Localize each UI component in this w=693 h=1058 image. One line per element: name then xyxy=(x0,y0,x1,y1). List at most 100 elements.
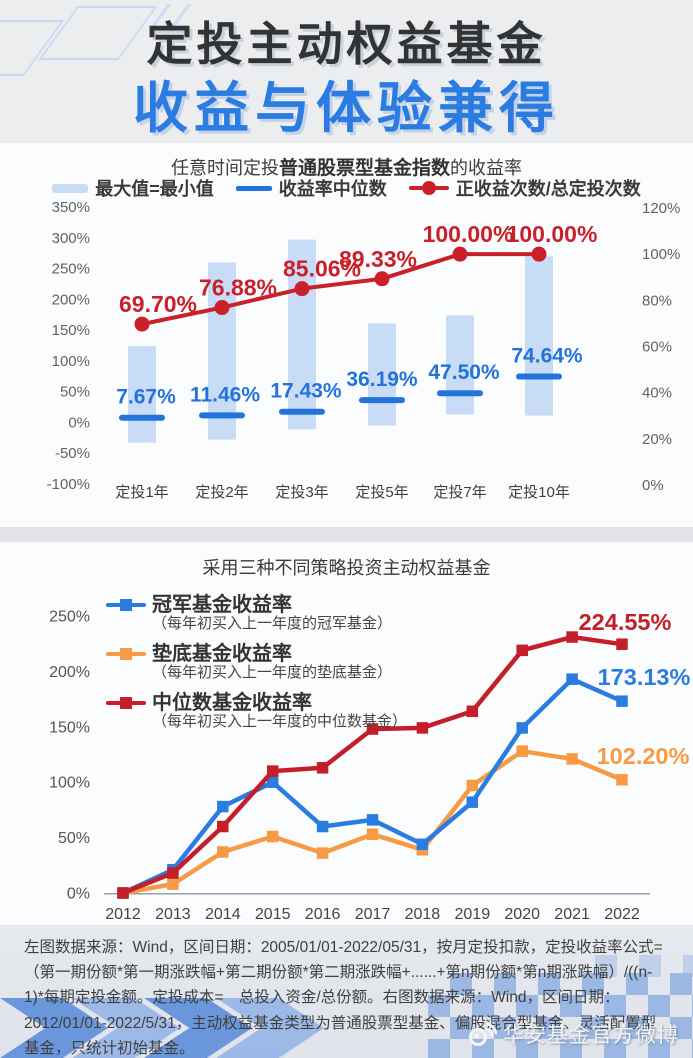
main-title-line1: 定投主动权益基金 xyxy=(146,18,547,70)
chart1-title-prefix: 任意时间定投 xyxy=(170,158,279,178)
svg-text:2014: 2014 xyxy=(205,906,241,923)
bottom-line-swatch xyxy=(106,648,146,660)
champion-line-swatch xyxy=(106,599,146,611)
svg-text:100.00%: 100.00% xyxy=(507,221,598,247)
svg-text:120%: 120% xyxy=(642,200,680,217)
svg-text:36.19%: 36.19% xyxy=(346,368,418,391)
watermark: 华安基金官方微博 xyxy=(467,1019,679,1049)
svg-text:定投1年: 定投1年 xyxy=(115,484,168,501)
svg-text:20%: 20% xyxy=(642,431,672,448)
svg-text:100%: 100% xyxy=(49,775,90,792)
chart1-title-suffix: 的收益率 xyxy=(450,158,522,178)
svg-text:100%: 100% xyxy=(642,246,680,263)
chart1-axes: 350% 300% 250% 200% 150% 100% 50% 0% -50% -100% 12… xyxy=(47,199,681,501)
svg-text:200%: 200% xyxy=(52,291,90,308)
svg-text:250%: 250% xyxy=(49,609,90,626)
card-gap xyxy=(0,527,693,542)
chart1-title: 任意时间定投普通股票型基金指数的收益率 xyxy=(0,143,693,179)
svg-text:定投3年: 定投3年 xyxy=(275,484,328,501)
svg-text:150%: 150% xyxy=(49,719,90,736)
chart2-legend: 冠军基金收益率 （每年初买入上一年度的冠军基金） 垫底基金收益率 （每年初买入上… xyxy=(106,594,407,741)
data-source-disclaimer: 左图数据来源：Wind，区间日期：2005/01/01-2022/05/31，按… xyxy=(24,939,663,1057)
svg-text:2020: 2020 xyxy=(504,906,540,923)
legend-caption: （每年初买入上一年度的中位数基金） xyxy=(152,713,408,730)
svg-text:100%: 100% xyxy=(52,353,90,370)
main-title-line2: 收益与体验兼得 xyxy=(132,77,560,139)
svg-text:2016: 2016 xyxy=(305,906,341,923)
svg-text:300%: 300% xyxy=(52,230,90,247)
svg-text:2021: 2021 xyxy=(554,906,590,923)
header: 定投主动权益基金 收益与体验兼得 xyxy=(0,0,693,143)
legend-item-range: 最大值=最小值 xyxy=(52,175,214,201)
series-1: 102.20% xyxy=(117,743,689,899)
svg-text:350%: 350% xyxy=(52,199,90,216)
svg-text:173.13%: 173.13% xyxy=(598,664,691,690)
svg-text:50%: 50% xyxy=(58,830,90,847)
chart2-title: 采用三种不同策略投资主动权益基金 xyxy=(202,558,491,578)
svg-text:2019: 2019 xyxy=(455,906,491,923)
svg-text:2013: 2013 xyxy=(155,906,191,923)
weibo-icon xyxy=(469,1022,497,1046)
svg-text:102.20%: 102.20% xyxy=(597,743,690,769)
svg-text:80%: 80% xyxy=(642,292,672,309)
svg-text:定投2年: 定投2年 xyxy=(195,484,248,501)
svg-text:89.33%: 89.33% xyxy=(339,246,417,272)
range-bar-swatch xyxy=(52,183,89,193)
watermark-text: 华安基金官方微博 xyxy=(503,1024,679,1047)
svg-text:0%: 0% xyxy=(68,414,90,431)
chart2-plot: 0% 50% 100% 150% 200% 250% 2012 2013 2014 2015 201… xyxy=(49,609,691,924)
svg-text:2022: 2022 xyxy=(604,906,640,923)
svg-text:76.88%: 76.88% xyxy=(199,275,277,301)
svg-text:17.43%: 17.43% xyxy=(270,380,342,403)
legend-item-median: 收益率中位数 xyxy=(235,175,387,201)
median-line-swatch xyxy=(106,697,146,709)
svg-text:40%: 40% xyxy=(642,385,672,402)
legend-label: 冠军基金收益率 xyxy=(152,594,292,616)
legend-caption: （每年初买入上一年度的冠军基金） xyxy=(152,615,393,632)
legend-item-median: 中位数基金收益率 （每年初买入上一年度的中位数基金） xyxy=(106,692,407,730)
svg-text:0%: 0% xyxy=(67,886,90,903)
svg-text:0%: 0% xyxy=(642,477,664,494)
svg-text:74.64%: 74.64% xyxy=(511,344,583,367)
chart2-axes: 0% 50% 100% 150% 200% 250% 2012 2013 2014 2015 201… xyxy=(49,609,650,923)
chevron-deco xyxy=(0,998,460,1058)
svg-text:定投7年: 定投7年 xyxy=(433,484,486,501)
svg-text:-100%: -100% xyxy=(47,476,90,493)
svg-text:85.06%: 85.06% xyxy=(283,256,361,282)
svg-text:100.00%: 100.00% xyxy=(423,221,514,247)
legend-item-winrate: 正收益次数/总定投次数 xyxy=(408,175,641,201)
svg-text:-50%: -50% xyxy=(55,445,90,462)
svg-text:250%: 250% xyxy=(52,261,90,278)
median-line-swatch xyxy=(235,185,272,191)
chart1-legend: 最大值=最小值 收益率中位数 正收益次数/总定投次数 xyxy=(0,177,693,199)
svg-text:60%: 60% xyxy=(642,339,672,356)
svg-text:11.46%: 11.46% xyxy=(190,383,260,406)
svg-text:2012: 2012 xyxy=(105,906,141,923)
svg-text:2017: 2017 xyxy=(355,906,391,923)
svg-text:224.55%: 224.55% xyxy=(579,609,672,635)
svg-text:定投5年: 定投5年 xyxy=(355,484,408,501)
strategy-chart-card: 采用三种不同策略投资主动权益基金 冠军基金收益率 （每年初买入上一年度的冠军基金… xyxy=(0,542,693,925)
legend-label: 最大值=最小值 xyxy=(95,179,214,199)
footer: 左图数据来源：Wind，区间日期：2005/01/01-2022/05/31，按… xyxy=(0,925,693,1058)
svg-text:200%: 200% xyxy=(49,664,90,681)
winrate-series: 69.70%76.88%85.06%89.33%100.00%100.00% xyxy=(119,221,598,332)
legend-label: 正收益次数/总定投次数 xyxy=(455,179,641,199)
svg-text:50%: 50% xyxy=(60,384,90,401)
median-series: 7.67% 11.46% 17.43%36.19% 47.50% 74.64% xyxy=(116,344,583,421)
svg-text:2018: 2018 xyxy=(405,906,441,923)
winrate-line-swatch xyxy=(408,181,449,195)
chart1-title-bold: 普通股票型基金指数 xyxy=(278,158,450,179)
sip-index-chart-card: 任意时间定投普通股票型基金指数的收益率 最大值=最小值 收益率中位数 正收益次数… xyxy=(0,143,693,527)
checkerboard-deco xyxy=(573,955,693,977)
legend-label: 收益率中位数 xyxy=(278,179,387,199)
svg-text:7.67%: 7.67% xyxy=(116,386,176,409)
svg-text:69.70%: 69.70% xyxy=(119,291,197,317)
svg-text:定投10年: 定投10年 xyxy=(508,484,570,501)
legend-item-bottom: 垫底基金收益率 （每年初买入上一年度的垫底基金） xyxy=(106,643,407,681)
legend-caption: （每年初买入上一年度的垫底基金） xyxy=(152,664,393,681)
svg-text:47.50%: 47.50% xyxy=(428,361,500,384)
legend-label: 中位数基金收益率 xyxy=(152,692,312,714)
chart1-plot: 350% 300% 250% 200% 150% 100% 50% 0% -50% -100% 12… xyxy=(47,199,681,501)
